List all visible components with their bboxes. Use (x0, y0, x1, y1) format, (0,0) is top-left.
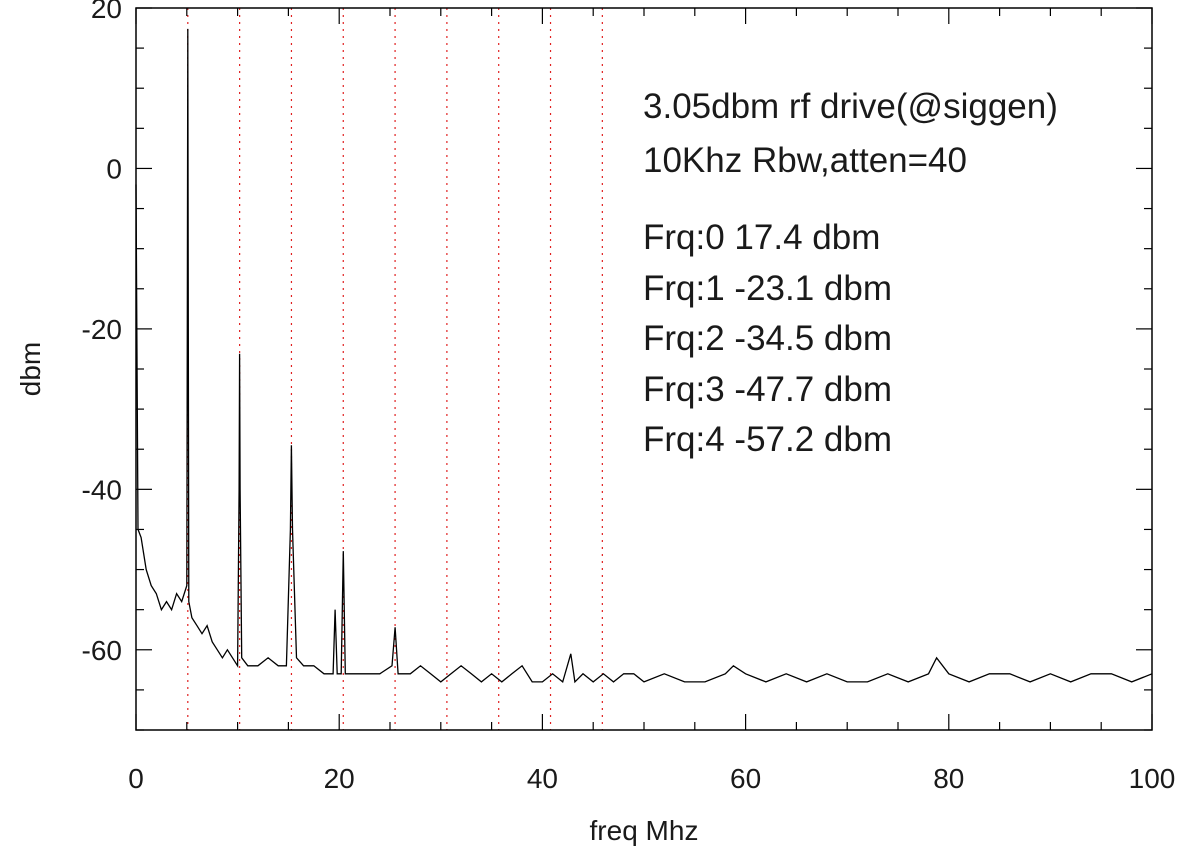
y-tick-label: -40 (82, 474, 122, 505)
annotation-line-5: Frq:3 -47.7 dbm (643, 370, 892, 409)
annotation-line-2: Frq:0 17.4 dbm (643, 218, 880, 257)
y-tick-label: 20 (91, 0, 122, 24)
x-tick-label: 0 (128, 763, 144, 794)
x-tick-label: 60 (730, 763, 761, 794)
annotation-line-6: Frq:4 -57.2 dbm (643, 420, 892, 459)
y-tick-label: 0 (106, 153, 122, 184)
x-tick-label: 80 (933, 763, 964, 794)
x-tick-label: 20 (324, 763, 355, 794)
annotation-line-4: Frq:2 -34.5 dbm (643, 319, 892, 358)
x-axis-title: freq Mhz (590, 815, 699, 846)
harmonic-marker-lines (187, 8, 603, 730)
x-tick-label: 40 (527, 763, 558, 794)
axis-tick-labels: 0 20 40 60 80 100 -60 -40 -20 0 20 (82, 0, 1176, 794)
y-tick-label: -60 (82, 635, 122, 666)
y-axis-title: dbm (15, 342, 46, 396)
y-tick-label: -20 (82, 314, 122, 345)
annotation-line-3: Frq:1 -23.1 dbm (643, 269, 892, 308)
annotation-line-1: 10Khz Rbw,atten=40 (643, 141, 967, 180)
annotation-block: 3.05dbm rf drive(@siggen) 10Khz Rbw,atten… (643, 87, 1058, 459)
axis-ticks (135, 7, 1153, 731)
spectrum-series-line (135, 28, 1153, 684)
x-tick-label: 100 (1129, 763, 1176, 794)
annotation-line-0: 3.05dbm rf drive(@siggen) (643, 87, 1058, 126)
